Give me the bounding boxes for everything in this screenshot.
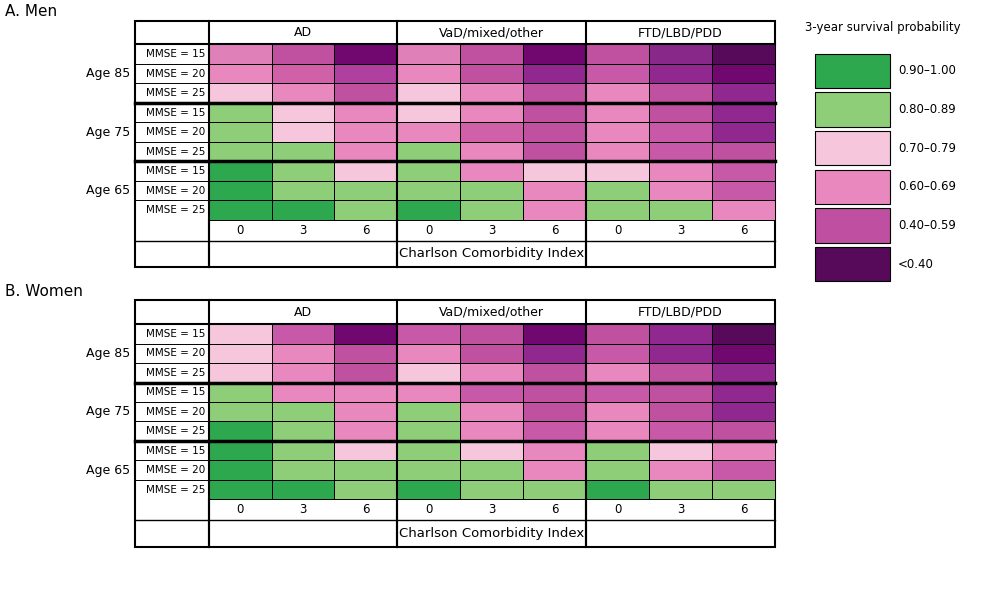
Text: AD: AD	[294, 306, 312, 319]
Text: Age 85: Age 85	[86, 67, 130, 80]
Text: MMSE = 20: MMSE = 20	[146, 127, 205, 137]
Text: AD: AD	[294, 26, 312, 39]
Text: MMSE = 20: MMSE = 20	[146, 407, 205, 416]
Text: B. Women: B. Women	[5, 284, 83, 299]
Text: 6: 6	[740, 224, 747, 237]
Text: 6: 6	[551, 224, 558, 237]
Text: 6: 6	[740, 503, 747, 516]
Text: MMSE = 15: MMSE = 15	[146, 446, 205, 456]
Text: VaD/mixed/other: VaD/mixed/other	[439, 306, 544, 319]
Text: MMSE = 15: MMSE = 15	[146, 329, 205, 339]
Text: MMSE = 20: MMSE = 20	[146, 465, 205, 475]
Text: FTD/LBD/PDD: FTD/LBD/PDD	[638, 306, 723, 319]
Text: 0: 0	[425, 224, 433, 237]
Text: 0.80–0.89: 0.80–0.89	[898, 103, 956, 116]
Text: 6: 6	[362, 503, 370, 516]
Text: MMSE = 25: MMSE = 25	[146, 205, 205, 215]
Text: A. Men: A. Men	[5, 4, 57, 19]
Text: MMSE = 15: MMSE = 15	[146, 387, 205, 397]
Text: Age 75: Age 75	[86, 126, 130, 139]
Text: MMSE = 15: MMSE = 15	[146, 49, 205, 59]
Text: Age 75: Age 75	[86, 405, 130, 418]
Text: Age 85: Age 85	[86, 347, 130, 360]
Text: MMSE = 25: MMSE = 25	[146, 368, 205, 378]
Text: MMSE = 25: MMSE = 25	[146, 485, 205, 494]
Text: 3: 3	[299, 224, 307, 237]
Text: 0.40–0.59: 0.40–0.59	[898, 219, 956, 232]
Text: 3: 3	[488, 503, 495, 516]
Text: 0.90–1.00: 0.90–1.00	[898, 64, 956, 77]
Text: 3: 3	[299, 503, 307, 516]
Text: MMSE = 20: MMSE = 20	[146, 348, 205, 358]
Text: Age 65: Age 65	[86, 184, 130, 197]
Text: 3-year survival probability: 3-year survival probability	[805, 21, 961, 34]
Text: <0.40: <0.40	[898, 258, 934, 271]
Text: MMSE = 25: MMSE = 25	[146, 88, 205, 98]
Text: Age 65: Age 65	[86, 464, 130, 477]
Text: 6: 6	[551, 503, 558, 516]
Text: FTD/LBD/PDD: FTD/LBD/PDD	[638, 26, 723, 39]
Text: MMSE = 15: MMSE = 15	[146, 108, 205, 118]
Text: 3: 3	[488, 224, 495, 237]
Text: 0: 0	[236, 224, 244, 237]
Text: 3: 3	[677, 224, 684, 237]
Text: MMSE = 20: MMSE = 20	[146, 186, 205, 196]
Text: 0: 0	[614, 224, 621, 237]
Text: 0: 0	[614, 503, 621, 516]
Text: MMSE = 20: MMSE = 20	[146, 68, 205, 79]
Text: MMSE = 15: MMSE = 15	[146, 166, 205, 176]
Text: MMSE = 25: MMSE = 25	[146, 146, 205, 156]
Text: MMSE = 25: MMSE = 25	[146, 426, 205, 436]
Text: 0.60–0.69: 0.60–0.69	[898, 180, 956, 193]
Text: 0.70–0.79: 0.70–0.79	[898, 142, 956, 155]
Text: Charlson Comorbidity Index: Charlson Comorbidity Index	[399, 248, 584, 261]
Text: 6: 6	[362, 224, 370, 237]
Text: 3: 3	[677, 503, 684, 516]
Text: VaD/mixed/other: VaD/mixed/other	[439, 26, 544, 39]
Text: 0: 0	[425, 503, 433, 516]
Text: 0: 0	[236, 503, 244, 516]
Text: Charlson Comorbidity Index: Charlson Comorbidity Index	[399, 527, 584, 540]
